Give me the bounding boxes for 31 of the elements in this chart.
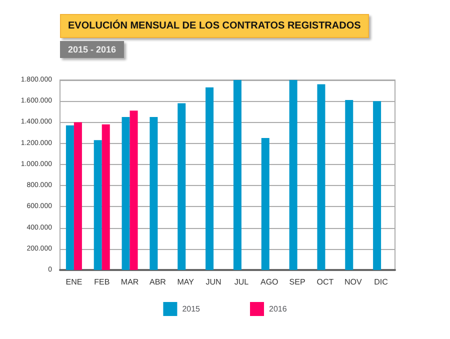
bar [150, 116, 158, 270]
bar [289, 80, 298, 270]
bar [94, 140, 102, 270]
x-tick-label: FEB [94, 278, 110, 286]
bar [178, 103, 186, 270]
bar [261, 138, 270, 270]
x-tick-label: DIC [374, 278, 388, 286]
bar [122, 116, 130, 270]
chart-title: EVOLUCIÓN MENSUAL DE LOS CONTRATOS REGISTRADOS [68, 20, 362, 32]
x-tick-label: ABR [149, 278, 166, 286]
x-tick-label: ENE [66, 278, 82, 286]
bar [317, 84, 326, 270]
bar [130, 110, 138, 270]
legend-label: 2016 [269, 304, 288, 314]
x-tick-label: MAR [120, 278, 139, 286]
bar [66, 125, 74, 270]
bar [373, 101, 382, 270]
bar [102, 124, 110, 270]
x-tick-label: SEP [289, 278, 306, 286]
x-tick-label: OCT [316, 278, 334, 286]
x-tick-label: NOV [344, 278, 362, 286]
bar [206, 87, 214, 270]
bar [74, 122, 82, 270]
x-tick-label: JUL [234, 278, 250, 286]
x-tick-label: AGO [260, 278, 278, 286]
x-tick-label: JUN [206, 278, 222, 286]
bar [345, 100, 354, 270]
legend-label: 2015 [182, 304, 201, 314]
x-tick-label: MAY [177, 278, 195, 286]
chart-subtitle: 2015 - 2016 [68, 44, 116, 54]
bar [233, 80, 242, 270]
